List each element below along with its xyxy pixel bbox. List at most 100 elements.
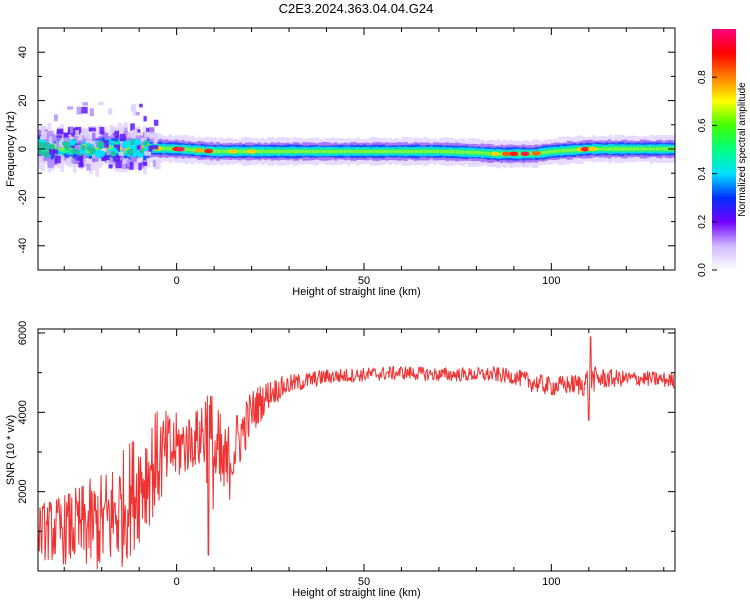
- spectrogram-cell: [541, 151, 546, 155]
- spectrogram-cell: [337, 150, 342, 153]
- spectrogram-noise: [149, 127, 154, 132]
- spectrogram-noise: [84, 134, 91, 138]
- spectrogram-xlabel: Height of straight line (km): [292, 286, 420, 298]
- spectrogram-hotspot: [247, 149, 257, 154]
- spectrogram-cell: [331, 150, 335, 153]
- spectrogram-noise: [153, 119, 159, 126]
- spectrogram-cell: [216, 149, 221, 153]
- colorbar-tick-label: 0.4: [697, 166, 708, 180]
- spectrogram-cell: [213, 149, 217, 153]
- spectrogram-noise: [142, 140, 149, 146]
- spectrogram-cell: [630, 147, 635, 151]
- spectrogram-cell: [359, 149, 364, 153]
- spectrogram-cells: [38, 101, 679, 177]
- spectrogram-noise: [82, 128, 89, 135]
- spectrogram-cell: [499, 152, 504, 156]
- spectrogram-noise: [120, 133, 126, 142]
- spectrogram-cell: [461, 150, 466, 154]
- spectrogram-noise: [92, 155, 98, 160]
- spectrogram-noise: [70, 128, 78, 133]
- spectrogram-cell: [222, 150, 227, 153]
- spectrogram-cell: [410, 149, 415, 153]
- spectrogram-noise: [43, 142, 51, 150]
- spectrogram-cell: [458, 150, 463, 154]
- spectrogram-cell: [429, 149, 434, 153]
- spectrogram-cell: [611, 147, 616, 151]
- spectrogram-cell: [53, 143, 58, 154]
- spectrogram-noise: [126, 160, 131, 168]
- spectrogram-cell: [321, 150, 326, 153]
- spectrogram-noise: [103, 139, 109, 148]
- spectrogram-cell: [372, 150, 377, 153]
- spectrogram-noise: [136, 129, 141, 133]
- spectrogram-hotspot: [228, 149, 238, 154]
- spectrogram-noise: [113, 155, 121, 162]
- spectrogram-cell: [334, 149, 338, 153]
- spectrogram-cell: [162, 147, 166, 150]
- snr-xtick-label: 100: [542, 576, 560, 588]
- spectrogram-cell: [257, 149, 262, 153]
- spectrogram-cell: [477, 151, 482, 155]
- spectrogram-cell: [464, 150, 469, 154]
- spectrogram-noise: [85, 139, 92, 144]
- spectrogram-cell: [292, 149, 297, 153]
- colorbar-label: Normalized spectral amplitude: [737, 82, 748, 217]
- spectrogram-noise: [80, 106, 88, 114]
- spectrogram-noise: [122, 158, 129, 165]
- snr-series: [38, 336, 675, 570]
- spectrogram-cell: [417, 150, 421, 153]
- spectrogram-cell: [391, 150, 396, 153]
- spectrogram-noise: [55, 140, 62, 149]
- spectrogram-noise: [76, 106, 82, 115]
- spectrogram-noise: [79, 159, 83, 166]
- colorbar: 0.0 0.2 0.4 0.6 0.8 Normalized spectral ampli…: [697, 29, 748, 277]
- spectrogram-hotspot: [490, 151, 500, 157]
- spectrogram-cell: [385, 149, 389, 153]
- spectrogram-cell: [474, 151, 479, 155]
- spectrogram-noise: [68, 156, 72, 163]
- spectrogram-cell: [639, 147, 644, 151]
- spectrogram-noise: [153, 135, 158, 143]
- spectrogram-xtick-label: 0: [174, 275, 180, 287]
- spectrogram-cell: [254, 149, 259, 153]
- spectrogram-noise: [76, 154, 84, 161]
- spectrogram-noise: [51, 138, 55, 144]
- spectrogram-cell: [643, 147, 647, 151]
- spectrogram-cell: [528, 152, 533, 156]
- spectrogram-cell: [60, 145, 65, 152]
- spectrogram-noise: [151, 145, 159, 150]
- spectrogram-cell: [550, 150, 555, 153]
- spectrogram-cell: [273, 150, 278, 153]
- spectrogram-noise: [152, 160, 156, 167]
- spectrogram-cell: [327, 149, 332, 153]
- spectrogram-cell: [445, 150, 450, 154]
- spectrogram-noise: [101, 157, 106, 161]
- spectrogram-cell: [601, 147, 606, 151]
- spectrogram-cell: [397, 150, 402, 153]
- spectrogram-noise: [74, 145, 80, 151]
- spectrogram-cell: [168, 147, 173, 151]
- spectrogram-noise: [48, 147, 55, 155]
- spectrogram-cell: [426, 149, 431, 153]
- spectrogram-cell: [675, 147, 679, 150]
- spectrogram-noise: [42, 151, 50, 158]
- spectrogram-noise: [89, 146, 95, 152]
- spectrogram-cell: [448, 150, 453, 154]
- spectrogram-cell: [436, 149, 440, 153]
- spectrogram-noise: [41, 126, 47, 130]
- spectrogram-noise: [70, 147, 77, 154]
- spectrogram-noise: [38, 155, 44, 163]
- colorbar-fill: [712, 29, 736, 270]
- spectrogram-cell: [318, 150, 323, 153]
- spectrogram-cell: [187, 148, 192, 152]
- spectrogram-noise: [110, 134, 115, 139]
- spectrogram-cell: [662, 147, 667, 151]
- spectrogram-cell: [598, 147, 603, 151]
- spectrogram-cell: [362, 149, 367, 153]
- spectrogram-noise: [110, 151, 117, 157]
- spectrogram-noise: [144, 132, 151, 138]
- spectrogram-noise: [71, 158, 76, 163]
- spectrogram-noise: [38, 149, 44, 155]
- spectrogram-noise: [108, 164, 113, 169]
- spectrogram-noise: [133, 138, 141, 146]
